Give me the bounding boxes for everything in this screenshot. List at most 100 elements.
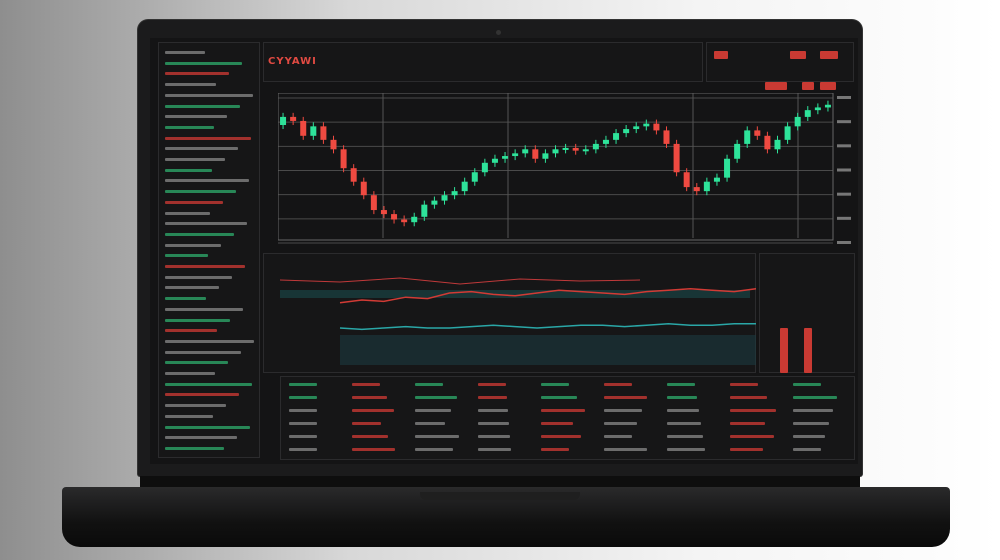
sidebar-row[interactable] bbox=[165, 232, 234, 236]
sidebar-row[interactable] bbox=[165, 318, 230, 322]
table-cell bbox=[289, 435, 317, 438]
sidebar-row[interactable] bbox=[165, 329, 217, 333]
laptop-notch bbox=[420, 492, 580, 500]
candle bbox=[734, 143, 741, 159]
settings-button[interactable] bbox=[820, 82, 836, 90]
table-cell bbox=[604, 396, 647, 399]
webcam bbox=[496, 30, 501, 35]
sidebar-row[interactable] bbox=[165, 286, 219, 290]
sidebar-row[interactable] bbox=[165, 307, 243, 311]
candle bbox=[754, 130, 761, 136]
table-cell bbox=[352, 409, 394, 412]
teal-series-line bbox=[339, 323, 756, 331]
candle bbox=[522, 149, 529, 154]
candle bbox=[724, 158, 731, 178]
timeframe-button[interactable] bbox=[765, 82, 787, 90]
candle bbox=[512, 153, 519, 157]
table-cell bbox=[415, 409, 451, 412]
sidebar-row[interactable] bbox=[165, 93, 253, 97]
trading-screen: CYYAWI bbox=[150, 38, 858, 464]
sidebar-row[interactable] bbox=[165, 350, 241, 354]
candle bbox=[824, 104, 831, 108]
sidebar-row[interactable] bbox=[165, 147, 238, 151]
candle bbox=[431, 200, 438, 205]
sell-button[interactable] bbox=[790, 51, 806, 59]
table-cell bbox=[604, 435, 632, 438]
sidebar-row[interactable] bbox=[165, 446, 224, 450]
sidebar-row[interactable] bbox=[165, 83, 216, 87]
table-cell bbox=[352, 435, 388, 438]
candle bbox=[764, 135, 771, 150]
candle bbox=[784, 126, 791, 140]
candle bbox=[713, 177, 720, 182]
candlestick-chart[interactable] bbox=[278, 93, 858, 248]
sidebar-row[interactable] bbox=[165, 339, 254, 343]
table-cell bbox=[541, 448, 569, 451]
table-cell bbox=[352, 448, 395, 451]
candle bbox=[703, 181, 710, 192]
left-sidebar bbox=[158, 42, 260, 458]
order-button[interactable] bbox=[820, 51, 838, 59]
sidebar-row[interactable] bbox=[165, 275, 232, 279]
sidebar-row[interactable] bbox=[165, 414, 213, 418]
candle bbox=[683, 172, 690, 188]
candle bbox=[663, 130, 670, 144]
sidebar-row[interactable] bbox=[165, 254, 208, 258]
candle bbox=[290, 116, 297, 121]
candle bbox=[441, 195, 448, 201]
candle bbox=[461, 181, 468, 192]
sidebar-row[interactable] bbox=[165, 61, 242, 65]
table-cell bbox=[541, 422, 573, 425]
y-axis-tick-label bbox=[837, 120, 851, 124]
candle bbox=[340, 149, 347, 169]
sidebar-row[interactable] bbox=[165, 136, 251, 140]
table-cell bbox=[793, 422, 829, 425]
table-cell bbox=[478, 448, 511, 451]
table-cell bbox=[415, 448, 453, 451]
candle bbox=[693, 187, 700, 192]
sidebar-row[interactable] bbox=[165, 404, 226, 408]
indicator-chart[interactable] bbox=[280, 270, 756, 370]
sidebar-row[interactable] bbox=[165, 168, 212, 172]
sidebar-row[interactable] bbox=[165, 382, 252, 386]
candle bbox=[643, 123, 650, 127]
sidebar-row[interactable] bbox=[165, 222, 247, 226]
table-cell bbox=[289, 448, 317, 451]
sidebar-row[interactable] bbox=[165, 179, 249, 183]
candle bbox=[532, 149, 539, 159]
sidebar-row[interactable] bbox=[165, 372, 215, 375]
sidebar-row[interactable] bbox=[165, 125, 214, 129]
table-cell bbox=[352, 422, 381, 425]
candle bbox=[300, 120, 307, 136]
sidebar-row[interactable] bbox=[165, 297, 206, 301]
candle bbox=[391, 214, 398, 220]
indicator-button[interactable] bbox=[802, 82, 814, 90]
volume-bar bbox=[780, 328, 788, 373]
sidebar-row[interactable] bbox=[165, 190, 236, 194]
sidebar-row[interactable] bbox=[165, 425, 250, 429]
candle bbox=[552, 149, 559, 154]
sidebar-row[interactable] bbox=[165, 51, 205, 54]
table-cell bbox=[730, 383, 758, 386]
sidebar-row[interactable] bbox=[165, 115, 227, 119]
overview-line bbox=[280, 277, 641, 285]
table-cell bbox=[604, 448, 647, 451]
sidebar-row[interactable] bbox=[165, 436, 237, 440]
sidebar-row[interactable] bbox=[165, 211, 210, 215]
sidebar-row[interactable] bbox=[165, 104, 240, 108]
sidebar-row[interactable] bbox=[165, 393, 239, 397]
candle bbox=[814, 107, 821, 111]
table-cell bbox=[604, 409, 642, 412]
sidebar-row[interactable] bbox=[165, 158, 225, 161]
sidebar-row[interactable] bbox=[165, 72, 229, 76]
sidebar-row[interactable] bbox=[165, 200, 223, 204]
sidebar-row[interactable] bbox=[165, 361, 228, 365]
table-cell bbox=[289, 383, 317, 386]
data-table bbox=[280, 376, 855, 460]
sidebar-row[interactable] bbox=[165, 265, 245, 268]
order-panel bbox=[706, 42, 854, 82]
table-cell bbox=[667, 383, 695, 386]
sidebar-row[interactable] bbox=[165, 243, 221, 247]
table-cell bbox=[604, 383, 632, 386]
buy-button[interactable] bbox=[714, 51, 728, 59]
